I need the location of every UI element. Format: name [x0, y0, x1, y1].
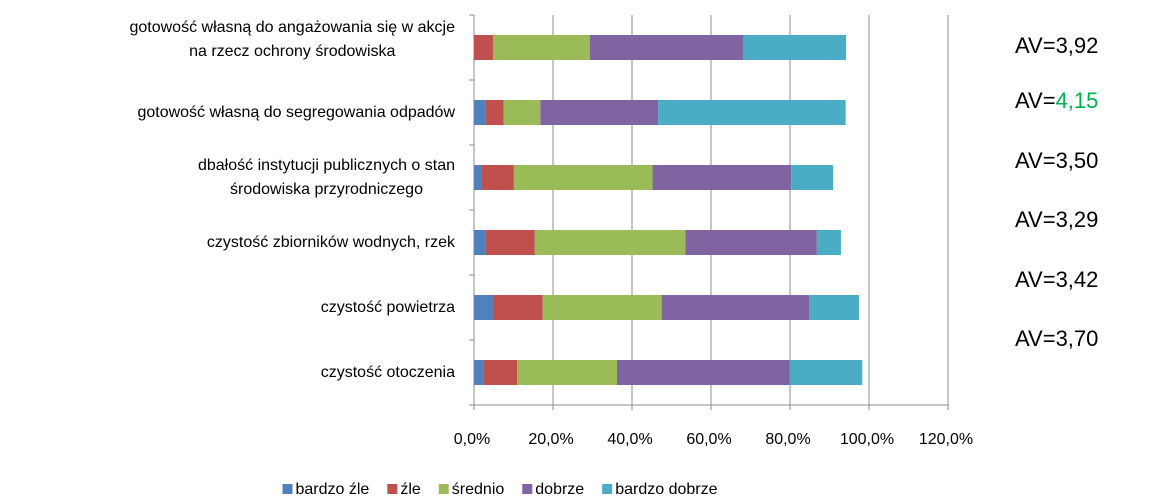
bar-segment — [685, 230, 817, 255]
bar-segment — [474, 35, 493, 60]
legend-label: źle — [400, 481, 421, 498]
bar-segment — [534, 230, 686, 255]
x-tick-label: 20,0% — [528, 431, 573, 448]
legend-label: bardzo dobrze — [615, 481, 717, 498]
bar-segment — [809, 295, 860, 320]
bar-segment — [485, 230, 535, 255]
x-tick-label: 100,0% — [840, 431, 894, 448]
legend-label: dobrze — [535, 481, 584, 498]
bar-segment — [743, 35, 847, 60]
x-tick-label: 0,0% — [454, 431, 490, 448]
bar-segment — [791, 165, 834, 190]
bar-segment — [658, 100, 846, 125]
legend-swatch — [522, 484, 533, 494]
legend: bardzo źle źle średnio dobrze bardzo dobrze — [282, 481, 718, 498]
annotation-part: AV=3,50 — [1015, 148, 1098, 173]
annotation: AV=3,50 — [1015, 148, 1098, 173]
y-tick-label: gotowość własną do segregowania odpadów — [137, 103, 455, 121]
bar-segment — [483, 360, 518, 385]
legend-swatch — [282, 484, 293, 494]
x-tick-label: 120,0% — [919, 431, 973, 448]
annotation: AV=3,29 — [1015, 207, 1098, 232]
legend-swatch — [438, 484, 449, 494]
annotation: AV=4,15 — [1015, 88, 1098, 113]
y-tick-label: dbałość instytucji publicznych o stan śr… — [197, 156, 455, 198]
bar-segment — [474, 100, 486, 125]
annotation-part: AV=3,42 — [1015, 267, 1098, 292]
x-tick-label: 40,0% — [607, 431, 652, 448]
legend-label: średnio — [452, 481, 505, 498]
bar-segment — [616, 360, 790, 385]
y-tick-label: gotowość własną do angażowania się w akc… — [129, 18, 455, 60]
x-tick-label: 80,0% — [765, 431, 810, 448]
bar-segment — [503, 100, 541, 125]
bar-segment — [492, 35, 590, 60]
bar-segment — [589, 35, 744, 60]
x-tick-label: 60,0% — [686, 431, 731, 448]
bar-segment — [542, 295, 662, 320]
bar-segment — [816, 230, 841, 255]
bar-segment — [513, 165, 653, 190]
bar-segment — [474, 295, 493, 320]
bar-segment — [492, 295, 543, 320]
bar-segment — [652, 165, 792, 190]
y-tick-label: czystość zbiorników wodnych, rzek — [206, 233, 455, 251]
bar-segment — [517, 360, 617, 385]
bar-segment — [661, 295, 810, 320]
bar-segment — [485, 100, 504, 125]
annotation-part: 4,15 — [1056, 88, 1099, 113]
y-tick-label: czystość otoczenia — [320, 363, 455, 381]
bar-segment — [474, 165, 482, 190]
y-tick-label: czystość powietrza — [320, 298, 455, 316]
annotation-part: AV=3,29 — [1015, 207, 1098, 232]
legend-swatch — [602, 484, 613, 494]
bar-segment — [481, 165, 514, 190]
annotation-part: AV=3,92 — [1015, 33, 1098, 58]
bar-segment — [540, 100, 659, 125]
legend-swatch — [387, 484, 398, 494]
annotation-part: AV= — [1015, 88, 1056, 113]
annotation: AV=3,92 — [1015, 33, 1098, 58]
annotation-part: AV=3,70 — [1015, 326, 1098, 351]
annotation: AV=3,70 — [1015, 326, 1098, 351]
annotation: AV=3,42 — [1015, 267, 1098, 292]
bar-segment — [474, 360, 484, 385]
bar-segment — [474, 230, 486, 255]
legend-label: bardzo źle — [296, 481, 370, 498]
bar-segment — [789, 360, 863, 385]
